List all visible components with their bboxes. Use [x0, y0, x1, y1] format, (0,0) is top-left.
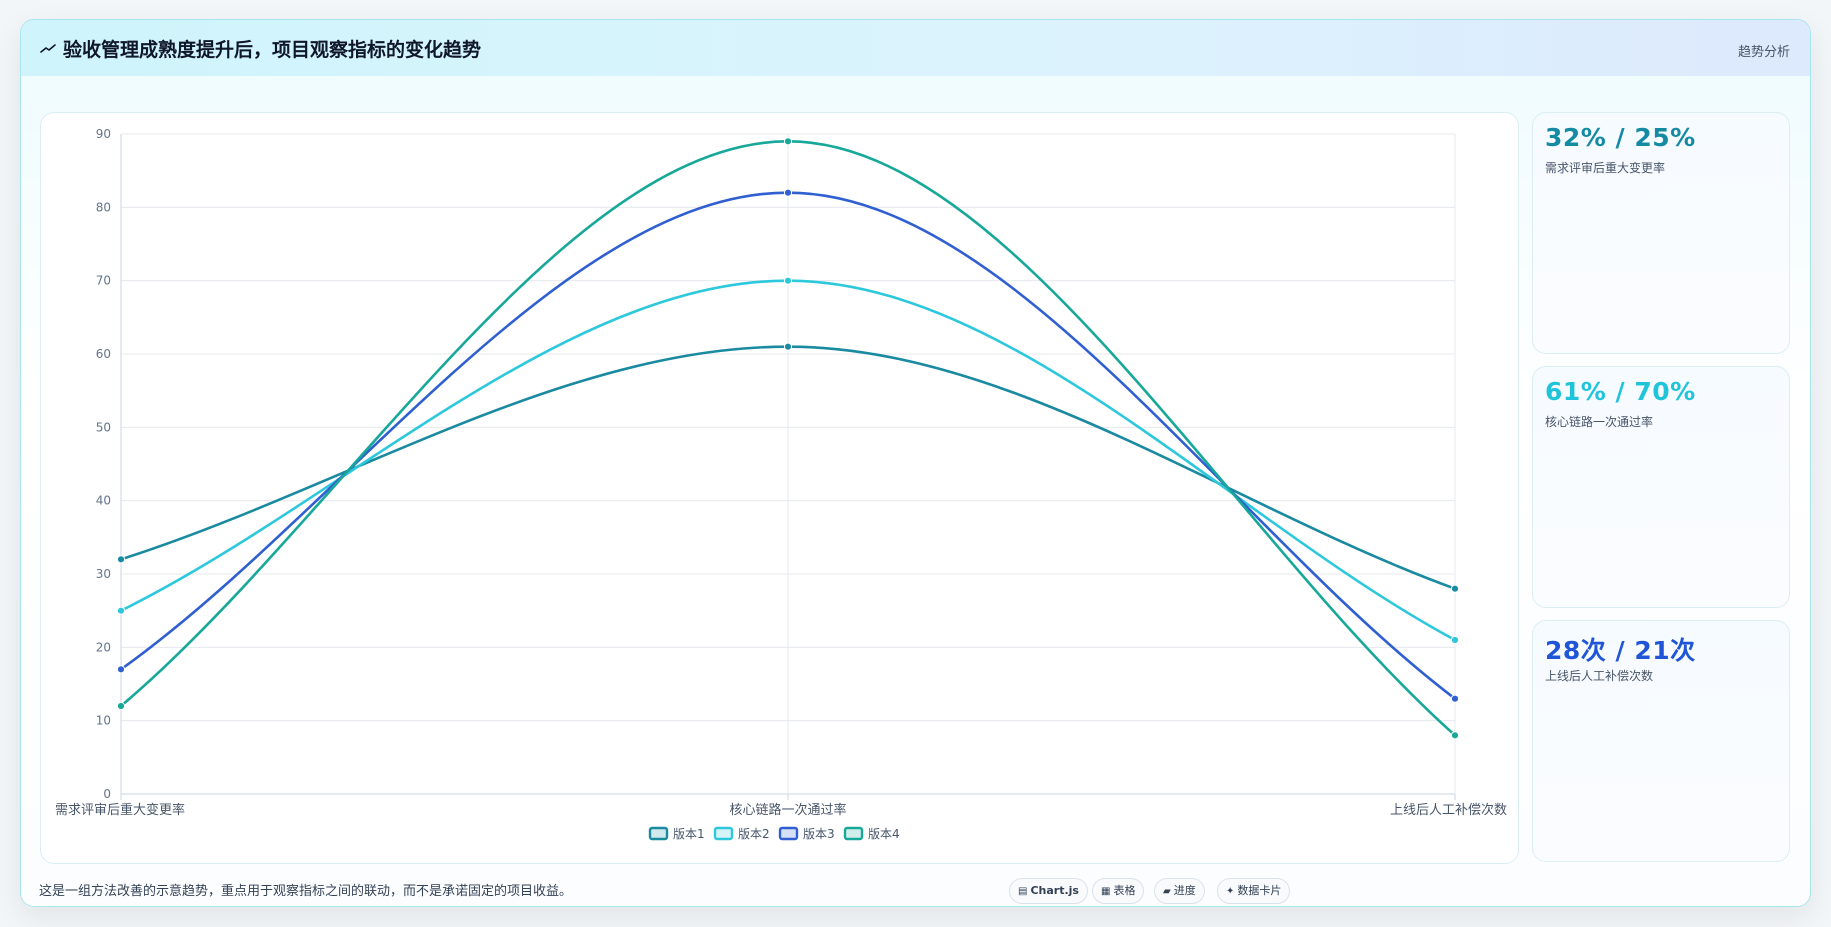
data-point: [783, 342, 793, 351]
stat-card-pass-rate: 61% / 70% 核心链路一次通过率: [1532, 366, 1790, 608]
y-tick-label: 70: [96, 274, 111, 288]
legend-label: 版本4: [868, 827, 900, 841]
stat-card-change-rate: 32% / 25% 需求评审后重大变更率: [1532, 112, 1790, 354]
data-point: [1450, 584, 1460, 593]
data-point: [1450, 635, 1460, 645]
data-point: [783, 137, 793, 146]
progress-chip[interactable]: ▰ 进度: [1154, 878, 1205, 904]
x-tick-label: 上线后人工补偿次数: [1390, 802, 1507, 818]
trend-line-icon: [40, 44, 56, 53]
dashboard-card: 验收管理成熟度提升后，项目观察指标的变化趋势 趋势分析 0 10 20 30 40 50 6…: [20, 19, 1811, 907]
y-tick-label: 60: [96, 347, 111, 361]
stat-label: 需求评审后重大变更率: [1545, 161, 1666, 175]
footer-note: 这是一组方法改善的示意趋势，重点用于观察指标之间的联动，而不是承诺固定的项目收益…: [39, 884, 573, 899]
card-icon: ✦: [1226, 886, 1235, 897]
stat-value: 61% / 70%: [1545, 377, 1696, 406]
stat-value: 28次 / 21次: [1545, 636, 1696, 665]
data-point: [1450, 694, 1460, 703]
stat-sidebar: 32% / 25% 需求评审后重大变更率 61% / 70% 核心链路一次通过率…: [1532, 112, 1792, 864]
data-point: [116, 606, 126, 615]
chip-label: 数据卡片: [1237, 884, 1282, 897]
legend-label: 版本2: [738, 827, 770, 841]
data-point: [116, 665, 126, 674]
data-point: [116, 701, 126, 711]
progress-icon: ▰: [1163, 886, 1171, 897]
y-tick-label: 30: [96, 567, 111, 581]
data-card-chip[interactable]: ✦ 数据卡片: [1217, 878, 1291, 904]
card-body: 0 10 20 30 40 50 60 70 80 90 需求评审后重大变更率 核心链路一次通过率 上线…: [21, 76, 1810, 906]
legend-swatch: [778, 826, 799, 841]
table-chip[interactable]: ▦ 表格: [1092, 878, 1145, 904]
y-tick-label: 40: [96, 494, 111, 508]
y-tick-label: 0: [103, 787, 111, 801]
stat-value: 32% / 25%: [1545, 123, 1696, 152]
data-point: [1450, 731, 1460, 740]
y-tick-label: 50: [96, 420, 111, 434]
chart-icon: ▤: [1018, 886, 1028, 897]
stat-label: 上线后人工补偿次数: [1545, 669, 1654, 683]
x-tick-label: 核心链路一次通过率: [729, 802, 846, 818]
chip-label: 表格: [1113, 884, 1136, 897]
data-point: [783, 276, 793, 285]
legend-swatch: [713, 826, 734, 841]
chart-panel: 0 10 20 30 40 50 60 70 80 90 需求评审后重大变更率 核心链路一次通过率 上线…: [40, 112, 1519, 864]
y-tick-label: 20: [96, 640, 111, 654]
legend-swatch: [648, 826, 669, 841]
y-tick-label: 90: [96, 127, 111, 141]
table-icon: ▦: [1101, 886, 1111, 897]
stat-label: 核心链路一次通过率: [1545, 415, 1654, 429]
legend-swatch: [843, 826, 864, 841]
data-point: [116, 555, 126, 564]
legend-label: 版本1: [673, 827, 705, 841]
y-tick-label: 80: [96, 200, 111, 214]
stat-card-compensation: 28次 / 21次 上线后人工补偿次数: [1532, 620, 1790, 862]
page-title: 验收管理成熟度提升后，项目观察指标的变化趋势: [63, 39, 482, 61]
data-point: [783, 188, 793, 197]
x-tick-label: 需求评审后重大变更率: [55, 802, 185, 818]
line-chart: 0 10 20 30 40 50 60 70 80 90 需求评审后重大变更率 核心链路一次通过率 上线…: [55, 127, 1507, 841]
chip-label: 进度: [1173, 884, 1196, 897]
chartjs-chip[interactable]: ▤ Chart.js: [1009, 878, 1088, 904]
y-tick-label: 10: [96, 714, 111, 728]
header-badge: 趋势分析: [1737, 45, 1790, 60]
chip-label: Chart.js: [1030, 884, 1079, 897]
card-header: 验收管理成熟度提升后，项目观察指标的变化趋势 趋势分析: [21, 20, 1810, 77]
legend-label: 版本3: [803, 827, 835, 841]
